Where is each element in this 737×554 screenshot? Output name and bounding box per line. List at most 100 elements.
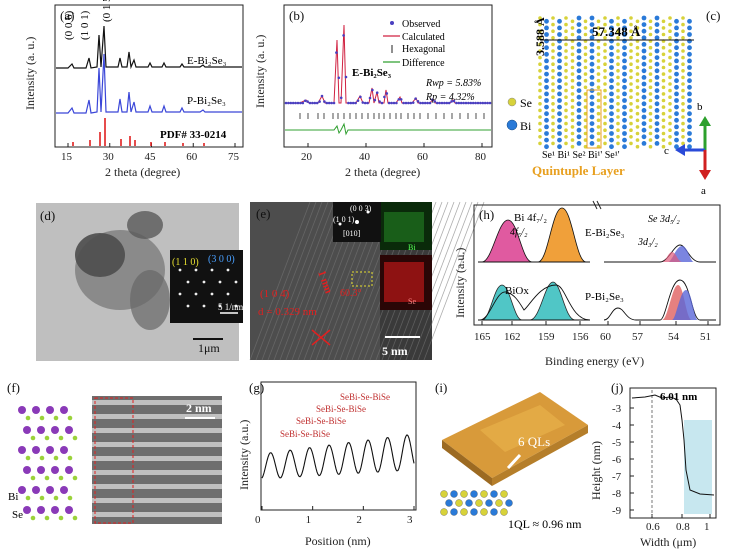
se-atom <box>616 128 620 132</box>
se-atom <box>635 72 640 76</box>
diffraction-spot <box>226 292 230 296</box>
se-atom <box>668 82 672 86</box>
observed-point <box>387 101 391 105</box>
se-atom <box>603 88 607 93</box>
se-atom <box>648 45 653 50</box>
ql-atom <box>505 499 513 507</box>
se-atom <box>603 102 607 106</box>
bi-atom <box>687 144 692 150</box>
bi-atom <box>557 131 562 136</box>
bi-atom <box>589 114 595 120</box>
tick-label: 0.8 <box>676 521 690 533</box>
panel-e-scale: 5 nm <box>382 344 408 358</box>
observed-point <box>354 101 357 105</box>
bi-atom <box>557 91 562 97</box>
se-atom <box>570 59 575 63</box>
se-atom <box>616 22 620 27</box>
bi-atom <box>641 114 647 120</box>
se-atom <box>583 131 588 136</box>
observed-point <box>390 101 393 105</box>
se-atom <box>668 95 672 99</box>
se-atom <box>603 115 607 119</box>
observed-point <box>455 101 458 105</box>
se-atom <box>583 52 588 57</box>
se-atom <box>538 108 542 113</box>
bi-atom <box>654 101 660 107</box>
bi-atom <box>641 28 647 34</box>
observed-point <box>385 92 389 95</box>
se-atom <box>648 125 653 129</box>
observed-point <box>287 101 290 105</box>
se-atom <box>538 22 542 27</box>
se-atom <box>648 131 653 136</box>
bi-atom <box>641 88 647 93</box>
bi-atom <box>589 134 595 140</box>
se-atom <box>551 115 555 119</box>
bi-atom <box>641 42 647 47</box>
se-atom <box>603 69 607 73</box>
se-atom <box>661 98 666 103</box>
ql-atom <box>500 508 508 516</box>
se-atom <box>661 45 666 50</box>
observed-point <box>411 101 415 104</box>
panel-h-se-sub: 3d₃/₂ <box>637 237 658 248</box>
ql-atom <box>480 490 488 498</box>
tick-label: 162 <box>504 331 521 343</box>
panel-e-fft-zone: [010] <box>343 229 361 238</box>
bi-atom <box>589 101 595 107</box>
bi-atom <box>687 58 692 64</box>
panel-g-xticks: 0 1 2 3 <box>255 506 415 526</box>
bi-atom <box>576 22 582 27</box>
se-atom <box>551 121 555 126</box>
se-atom <box>564 36 568 40</box>
se-atom <box>551 42 555 47</box>
bi-atom <box>641 35 647 41</box>
se-atom <box>681 141 685 146</box>
observed-point <box>296 101 300 105</box>
bi-atom <box>65 426 73 434</box>
bi-atom <box>674 144 679 150</box>
bi-atom <box>654 134 660 140</box>
se-atom <box>661 138 666 142</box>
bi-atom <box>544 98 549 103</box>
observed-point <box>289 101 293 105</box>
bi-atom <box>557 111 562 117</box>
bi-atom <box>622 78 627 84</box>
se-atom <box>603 36 607 40</box>
ql-atom <box>495 499 503 507</box>
observed-point <box>383 95 386 99</box>
tick-label: 15 <box>61 151 73 163</box>
se-atom <box>616 49 620 53</box>
observed-point <box>431 98 434 102</box>
panel-a-p-label: P-Bi₂Se₃ <box>187 95 226 107</box>
se-atom <box>596 59 601 63</box>
bi-atom <box>622 71 627 77</box>
ql-atom <box>450 490 458 498</box>
panel-h-se-title: Se 3d₅/₂ <box>648 214 680 225</box>
se-atom <box>635 92 640 96</box>
observed-point <box>337 76 341 80</box>
panel-e-label: (e) <box>256 206 270 221</box>
se-atom <box>629 95 633 99</box>
se-atom <box>661 65 666 70</box>
observed-point <box>462 101 465 105</box>
bi-atom <box>576 42 582 47</box>
se-atom <box>635 78 640 83</box>
bi-atom <box>674 32 679 37</box>
bi-atom <box>544 78 549 84</box>
se-atom <box>570 118 575 123</box>
bi-atom <box>37 506 45 514</box>
bi-atom <box>544 137 549 143</box>
se-atom <box>603 128 607 132</box>
panel-c-axis-a: a <box>701 185 706 197</box>
se-atom <box>551 128 555 132</box>
ql-atom <box>470 508 478 516</box>
observed-point <box>447 101 451 105</box>
se-atom <box>538 135 542 139</box>
panel-e-angle: 60.3° <box>340 288 362 299</box>
se-atom <box>668 55 672 60</box>
tick-label: 60 <box>186 151 198 163</box>
se-atom <box>648 32 653 37</box>
bi-atom <box>544 18 549 24</box>
se-atom <box>564 141 568 146</box>
